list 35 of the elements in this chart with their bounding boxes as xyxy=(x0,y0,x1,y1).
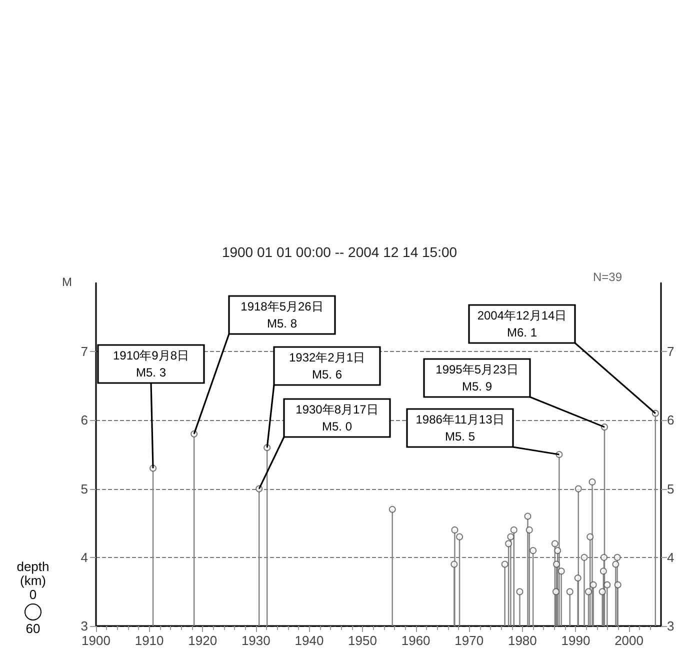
y2-tick-label: 7 xyxy=(667,344,674,360)
annotation: 1986年11月13日 M5. 5 xyxy=(416,412,504,444)
x-tick-label: 1920 xyxy=(188,633,218,648)
x-tick-label: 1940 xyxy=(294,633,324,648)
y-axis-title: M xyxy=(62,275,72,289)
y-tick-label: 7 xyxy=(80,344,88,360)
y2-tick-label: 6 xyxy=(667,412,674,428)
annotation: 1910年9月8日 M5. 3 xyxy=(112,348,190,380)
annotation: 1918年5月26日 M5. 8 xyxy=(240,300,324,330)
annotation: 1930年8月17日 M5. 0 xyxy=(296,402,378,434)
x-tick-label: 1970 xyxy=(454,633,484,648)
x-tick-label: 1980 xyxy=(508,633,537,648)
y2-tick-label: 4 xyxy=(667,550,674,565)
x-tick-label: 1960 xyxy=(401,633,430,648)
text: (km) xyxy=(20,573,46,588)
annotation: N=39 xyxy=(593,270,622,284)
x-tick-label: 1990 xyxy=(561,633,590,648)
text: depth xyxy=(16,559,50,574)
y2-tick-label: 5 xyxy=(667,481,674,496)
y-tick-label: 5 xyxy=(80,481,88,496)
x-tick-label: 1910 xyxy=(134,633,164,648)
text: 0 xyxy=(29,587,37,602)
annotation: 1932年2月1日 M5. 6 xyxy=(288,350,366,382)
text: 60 xyxy=(24,621,42,636)
annotation: 1995年5月23日 M5. 9 xyxy=(436,362,518,394)
x-tick-label: 2000 xyxy=(614,633,644,648)
y-tick-label: 4 xyxy=(80,550,88,565)
x-tick-label: 1950 xyxy=(348,633,377,648)
chart-title: 1900 01 01 00:00 -- 2004 12 14 15:00 xyxy=(222,244,458,260)
x-tick-label: 1930 xyxy=(241,633,270,648)
y2-tick-label: 3 xyxy=(667,618,674,634)
y-tick-label: 3 xyxy=(80,618,88,634)
annotation: 2004年12月14日 M6. 1 xyxy=(477,308,567,340)
x-tick-label: 1900 xyxy=(82,633,110,648)
y-tick-label: 6 xyxy=(80,412,88,428)
